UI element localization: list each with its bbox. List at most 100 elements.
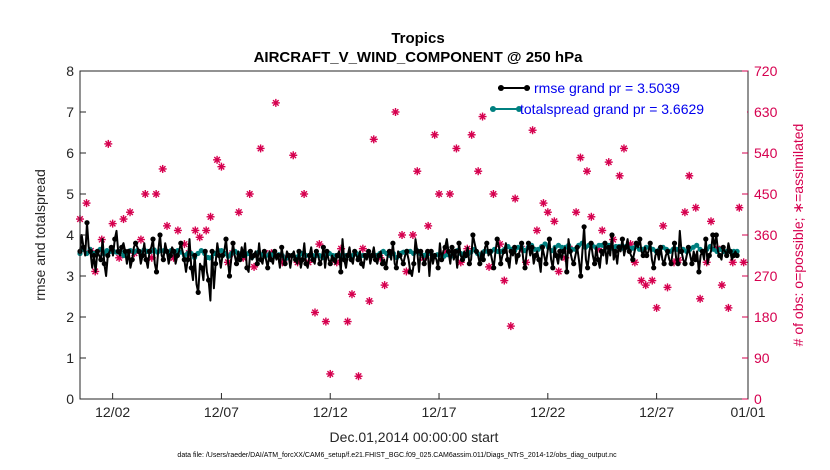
rmse-point bbox=[626, 248, 632, 254]
rmse-point bbox=[644, 252, 650, 259]
rmse-point bbox=[463, 252, 469, 259]
obs-asterisk-marker bbox=[598, 226, 607, 235]
rmse-point bbox=[230, 240, 236, 246]
obs-asterisk-marker bbox=[619, 144, 628, 153]
rmse-point bbox=[598, 248, 605, 254]
rmse-point bbox=[484, 240, 490, 246]
obs-asterisk-marker bbox=[511, 194, 520, 203]
rmse-point bbox=[706, 252, 712, 259]
rmse-point bbox=[511, 244, 518, 250]
obs-asterisk-marker bbox=[550, 217, 559, 226]
rmse-point bbox=[671, 240, 678, 246]
x-tick-label: 12/02 bbox=[95, 404, 130, 420]
rmse-point bbox=[668, 261, 674, 267]
rmse-point bbox=[720, 244, 726, 250]
rmse-point bbox=[494, 236, 500, 242]
left-y-axis-label: rmse and totalspread bbox=[32, 169, 48, 301]
rmse-point bbox=[146, 248, 153, 254]
left-y-tick-label: 7 bbox=[66, 104, 74, 120]
rmse-point bbox=[348, 257, 354, 263]
rmse-point bbox=[633, 240, 639, 246]
rmse-point bbox=[226, 273, 233, 279]
obs-asterisk-marker bbox=[408, 231, 417, 239]
obs-asterisk-marker bbox=[717, 281, 726, 290]
rmse-point bbox=[442, 244, 448, 250]
rmse-point bbox=[658, 244, 664, 250]
right-y-tick-label: 0 bbox=[754, 391, 762, 407]
rmse-point bbox=[661, 261, 667, 267]
rmse-point bbox=[675, 261, 681, 267]
rmse-point bbox=[254, 261, 260, 267]
rmse-point bbox=[188, 265, 194, 271]
right-y-tick-label: 360 bbox=[754, 227, 778, 243]
rmse-point bbox=[421, 261, 427, 267]
rmse-point bbox=[334, 252, 340, 259]
rmse-point bbox=[418, 248, 424, 254]
rmse-point bbox=[244, 265, 250, 271]
right-y-tick-label: 90 bbox=[754, 350, 770, 366]
obs-asterisk-marker bbox=[326, 369, 335, 378]
legend-rmse-marker-right bbox=[524, 85, 530, 91]
obs-asterisk-marker bbox=[696, 294, 705, 303]
rmse-point bbox=[98, 257, 104, 263]
rmse-point bbox=[91, 252, 97, 259]
right-y-tick-label: 450 bbox=[754, 186, 778, 202]
legend: rmse grand pr = 3.5039 totalspread grand… bbox=[490, 76, 747, 120]
rmse-point bbox=[383, 265, 389, 271]
x-tick-label: 12/12 bbox=[313, 404, 348, 420]
x-tick-label: 12/17 bbox=[421, 404, 456, 420]
obs-asterisk-marker bbox=[191, 226, 200, 235]
rmse-point bbox=[609, 232, 615, 238]
rmse-point bbox=[452, 248, 459, 254]
rmse-point bbox=[553, 252, 559, 259]
rmse-point bbox=[317, 261, 323, 267]
rmse-point bbox=[362, 252, 368, 259]
rmse-point bbox=[136, 248, 142, 254]
x-tick-label: 12/07 bbox=[204, 404, 239, 420]
legend-spread-marker-left bbox=[490, 106, 496, 112]
obs-asterisk-marker bbox=[217, 162, 226, 171]
rmse-point bbox=[605, 244, 612, 250]
right-y-tick-label: 180 bbox=[754, 309, 778, 325]
rmse-point bbox=[592, 261, 598, 267]
rmse-point bbox=[390, 240, 396, 246]
left-y-tick-label: 4 bbox=[66, 227, 74, 243]
obs-asterisk-marker bbox=[648, 276, 657, 285]
rmse-point bbox=[407, 269, 413, 275]
rmse-point bbox=[310, 257, 316, 263]
rmse-point bbox=[428, 248, 434, 254]
rmse-point bbox=[192, 252, 198, 259]
left-y-tick-label: 6 bbox=[66, 145, 74, 161]
obs-asterisk-marker bbox=[152, 190, 161, 198]
obs-asterisk-marker bbox=[680, 208, 689, 217]
obs-asterisk-marker bbox=[532, 226, 541, 235]
obs-asterisk-marker bbox=[141, 190, 150, 198]
rmse-point bbox=[386, 248, 392, 254]
rmse-point bbox=[689, 261, 695, 267]
rmse-point bbox=[727, 248, 733, 254]
rmse-point bbox=[126, 248, 132, 254]
rmse-point bbox=[595, 257, 601, 263]
rmse-point bbox=[327, 261, 333, 267]
obs-asterisk-marker bbox=[739, 258, 748, 267]
right-y-axis-label: # of obs: o=possible; ∗=assimilated bbox=[790, 124, 806, 347]
totalspread-point bbox=[694, 242, 700, 248]
obs-asterisk-marker bbox=[452, 144, 461, 153]
rmse-point bbox=[400, 261, 406, 267]
rmse-point bbox=[505, 257, 511, 263]
rmse-point bbox=[734, 252, 740, 259]
rmse-point bbox=[612, 248, 619, 254]
rmse-point bbox=[459, 257, 466, 263]
rmse-point bbox=[449, 244, 455, 250]
rmse-point bbox=[101, 261, 107, 267]
rmse-point bbox=[299, 257, 306, 263]
rmse-point bbox=[233, 261, 240, 267]
rmse-point bbox=[296, 248, 302, 254]
obs-asterisk-marker bbox=[652, 303, 661, 312]
obs-asterisk-marker bbox=[365, 297, 374, 306]
rmse-point bbox=[251, 252, 257, 259]
rmse-point bbox=[665, 248, 671, 254]
rmse-point bbox=[508, 248, 514, 254]
rmse-point bbox=[574, 244, 580, 250]
obs-asterisk-marker bbox=[82, 199, 91, 208]
